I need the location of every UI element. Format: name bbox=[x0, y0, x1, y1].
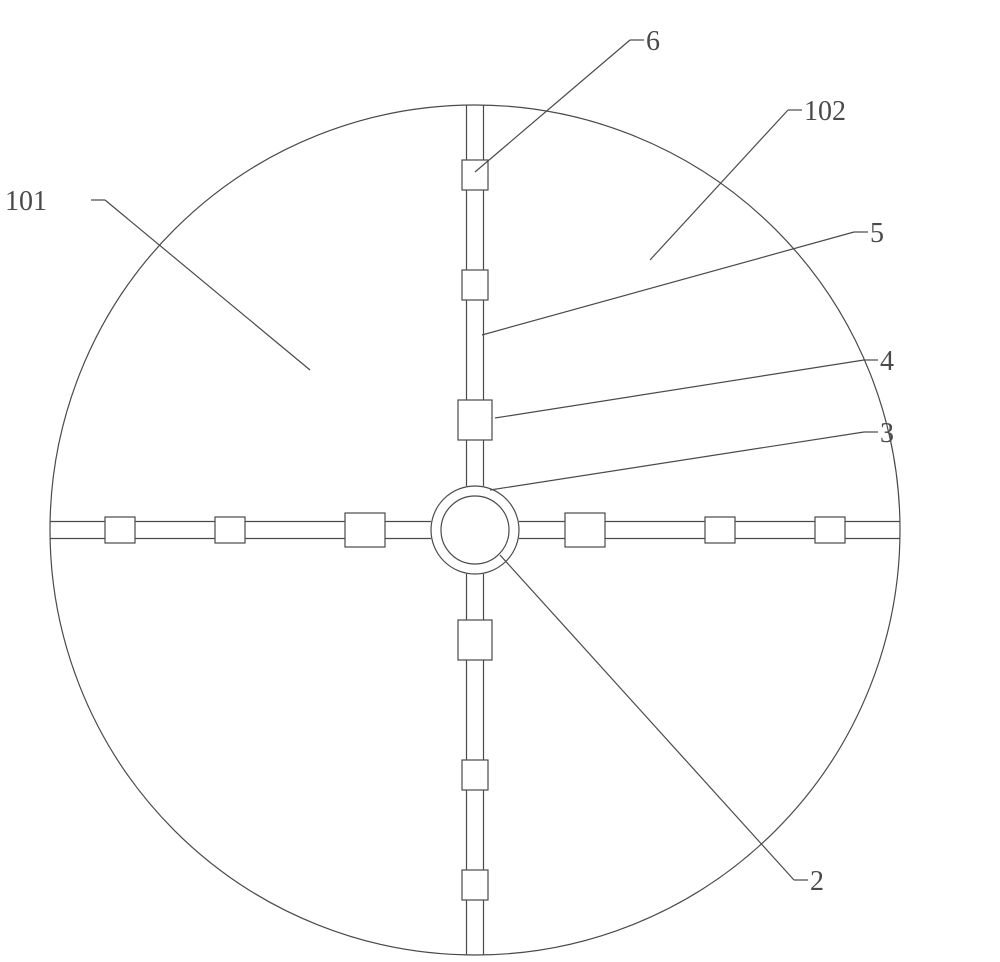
label-4: 4 bbox=[880, 346, 894, 377]
block-inner-right bbox=[565, 513, 605, 547]
label-101: 101 bbox=[5, 186, 47, 217]
block-inner-down bbox=[458, 620, 492, 660]
block-outer-down bbox=[462, 870, 488, 900]
label-2: 2 bbox=[810, 866, 824, 897]
block-outer-right bbox=[815, 517, 845, 543]
block-mid-left bbox=[215, 517, 245, 543]
label-6: 6 bbox=[646, 26, 660, 57]
block-outer-left bbox=[105, 517, 135, 543]
background bbox=[0, 0, 1000, 962]
label-3: 3 bbox=[880, 418, 894, 449]
block-inner-left bbox=[345, 513, 385, 547]
block-mid-up bbox=[462, 270, 488, 300]
block-mid-right bbox=[705, 517, 735, 543]
block-inner-up bbox=[458, 400, 492, 440]
label-102: 102 bbox=[804, 96, 846, 127]
block-mid-down bbox=[462, 760, 488, 790]
label-5: 5 bbox=[870, 218, 884, 249]
